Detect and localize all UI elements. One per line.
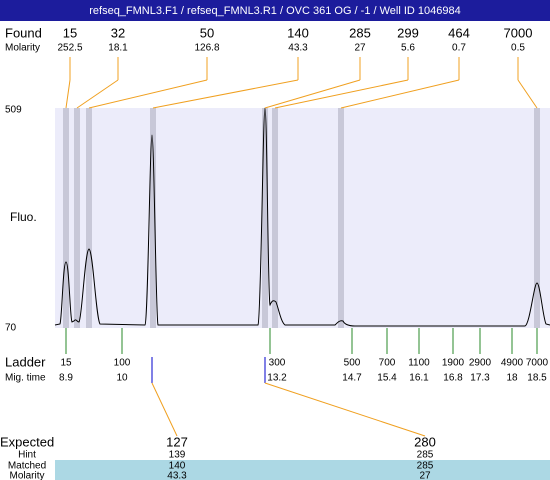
found-size: 15	[63, 25, 77, 40]
header-title: refseq_FMNL3.F1 / refseq_FMNL3.R1 / OVC …	[89, 5, 461, 17]
matched-molarity: 27	[419, 471, 431, 480]
ladder-time: 18	[506, 373, 518, 384]
ladder-size: 1100	[408, 358, 430, 369]
matched-size: 285	[417, 461, 434, 472]
fluorescence-trace	[54, 107, 550, 327]
ladder-size: 300	[269, 358, 286, 369]
peak-band	[63, 108, 69, 328]
peak-band	[338, 108, 344, 328]
ladder-size: 1900	[442, 358, 465, 369]
expected-molarity-label: Molarity	[9, 471, 44, 480]
peak-band	[150, 108, 156, 328]
ladder-size: 500	[344, 358, 361, 369]
found-molarity: 5.6	[401, 43, 415, 54]
peak-band	[534, 108, 540, 328]
y-min-label: 70	[5, 323, 17, 334]
ladder-label: Ladder	[5, 354, 46, 369]
peak-band	[272, 108, 278, 328]
ladder-size: 700	[379, 358, 396, 369]
ladder-time: 8.9	[59, 373, 73, 384]
ladder-time: 15.4	[377, 373, 397, 384]
expected-size: 280	[414, 434, 436, 449]
found-molarity: 0.7	[452, 43, 466, 54]
matched-size: 140	[169, 461, 186, 472]
peak-band	[74, 108, 80, 328]
ladder-time: 17.3	[470, 373, 490, 384]
ladder-size: 4900	[501, 358, 524, 369]
expected-connector	[151, 382, 178, 437]
expected-label: Expected	[0, 434, 54, 449]
found-molarity: 0.5	[511, 43, 525, 54]
peak-band	[262, 108, 268, 328]
ladder-size: 7000	[526, 358, 549, 369]
peak-connector	[76, 79, 119, 109]
ladder-time: 10	[116, 373, 128, 384]
hint-label: Hint	[18, 450, 36, 461]
expected-connector	[264, 382, 426, 437]
ladder-size: 100	[114, 358, 131, 369]
y-axis-label: Fluo.	[10, 210, 37, 224]
found-label: Found	[5, 25, 42, 40]
found-size: 285	[349, 25, 371, 40]
ladder-time: 16.8	[443, 373, 463, 384]
ladder-size: 2900	[469, 358, 492, 369]
plot-area	[55, 108, 550, 328]
matched-molarity: 43.3	[167, 471, 187, 480]
peak-connector	[88, 79, 208, 109]
found-size: 50	[200, 25, 214, 40]
hint-size: 285	[417, 450, 434, 461]
found-size: 32	[111, 25, 125, 40]
matched-highlight	[55, 460, 550, 480]
matched-label: Matched	[8, 461, 46, 472]
mig-time-label: Mig. time	[5, 373, 46, 384]
ladder-time: 18.5	[527, 373, 547, 384]
found-molarity: 252.5	[57, 43, 82, 54]
ladder-time: 13.2	[267, 373, 287, 384]
expected-size: 127	[166, 434, 188, 449]
y-max-label: 509	[5, 105, 22, 116]
peak-connector	[264, 79, 361, 109]
found-molarity: 126.8	[194, 43, 219, 54]
peak-connector	[340, 79, 460, 109]
found-size: 7000	[504, 25, 533, 40]
found-molarity: 18.1	[108, 43, 128, 54]
peak-connector	[517, 79, 538, 109]
peak-band	[86, 108, 92, 328]
found-molarity: 27	[354, 43, 366, 54]
peak-connector	[65, 79, 71, 109]
ladder-size: 15	[60, 358, 72, 369]
found-molarity: 43.3	[288, 43, 308, 54]
header-bar	[0, 0, 550, 21]
found-size: 299	[397, 25, 419, 40]
peak-connector	[274, 79, 409, 109]
found-size: 140	[287, 25, 309, 40]
hint-size: 139	[169, 450, 186, 461]
peak-connector	[152, 79, 299, 109]
molarity-label: Molarity	[5, 43, 40, 54]
ladder-time: 16.1	[409, 373, 429, 384]
ladder-time: 14.7	[342, 373, 362, 384]
found-size: 464	[448, 25, 470, 40]
